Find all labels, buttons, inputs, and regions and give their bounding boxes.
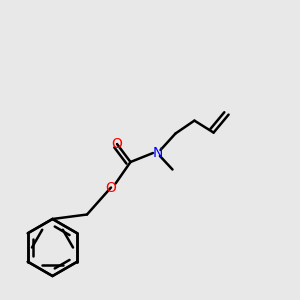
Text: N: N (152, 146, 163, 160)
Text: O: O (112, 137, 122, 151)
Text: O: O (106, 181, 116, 194)
